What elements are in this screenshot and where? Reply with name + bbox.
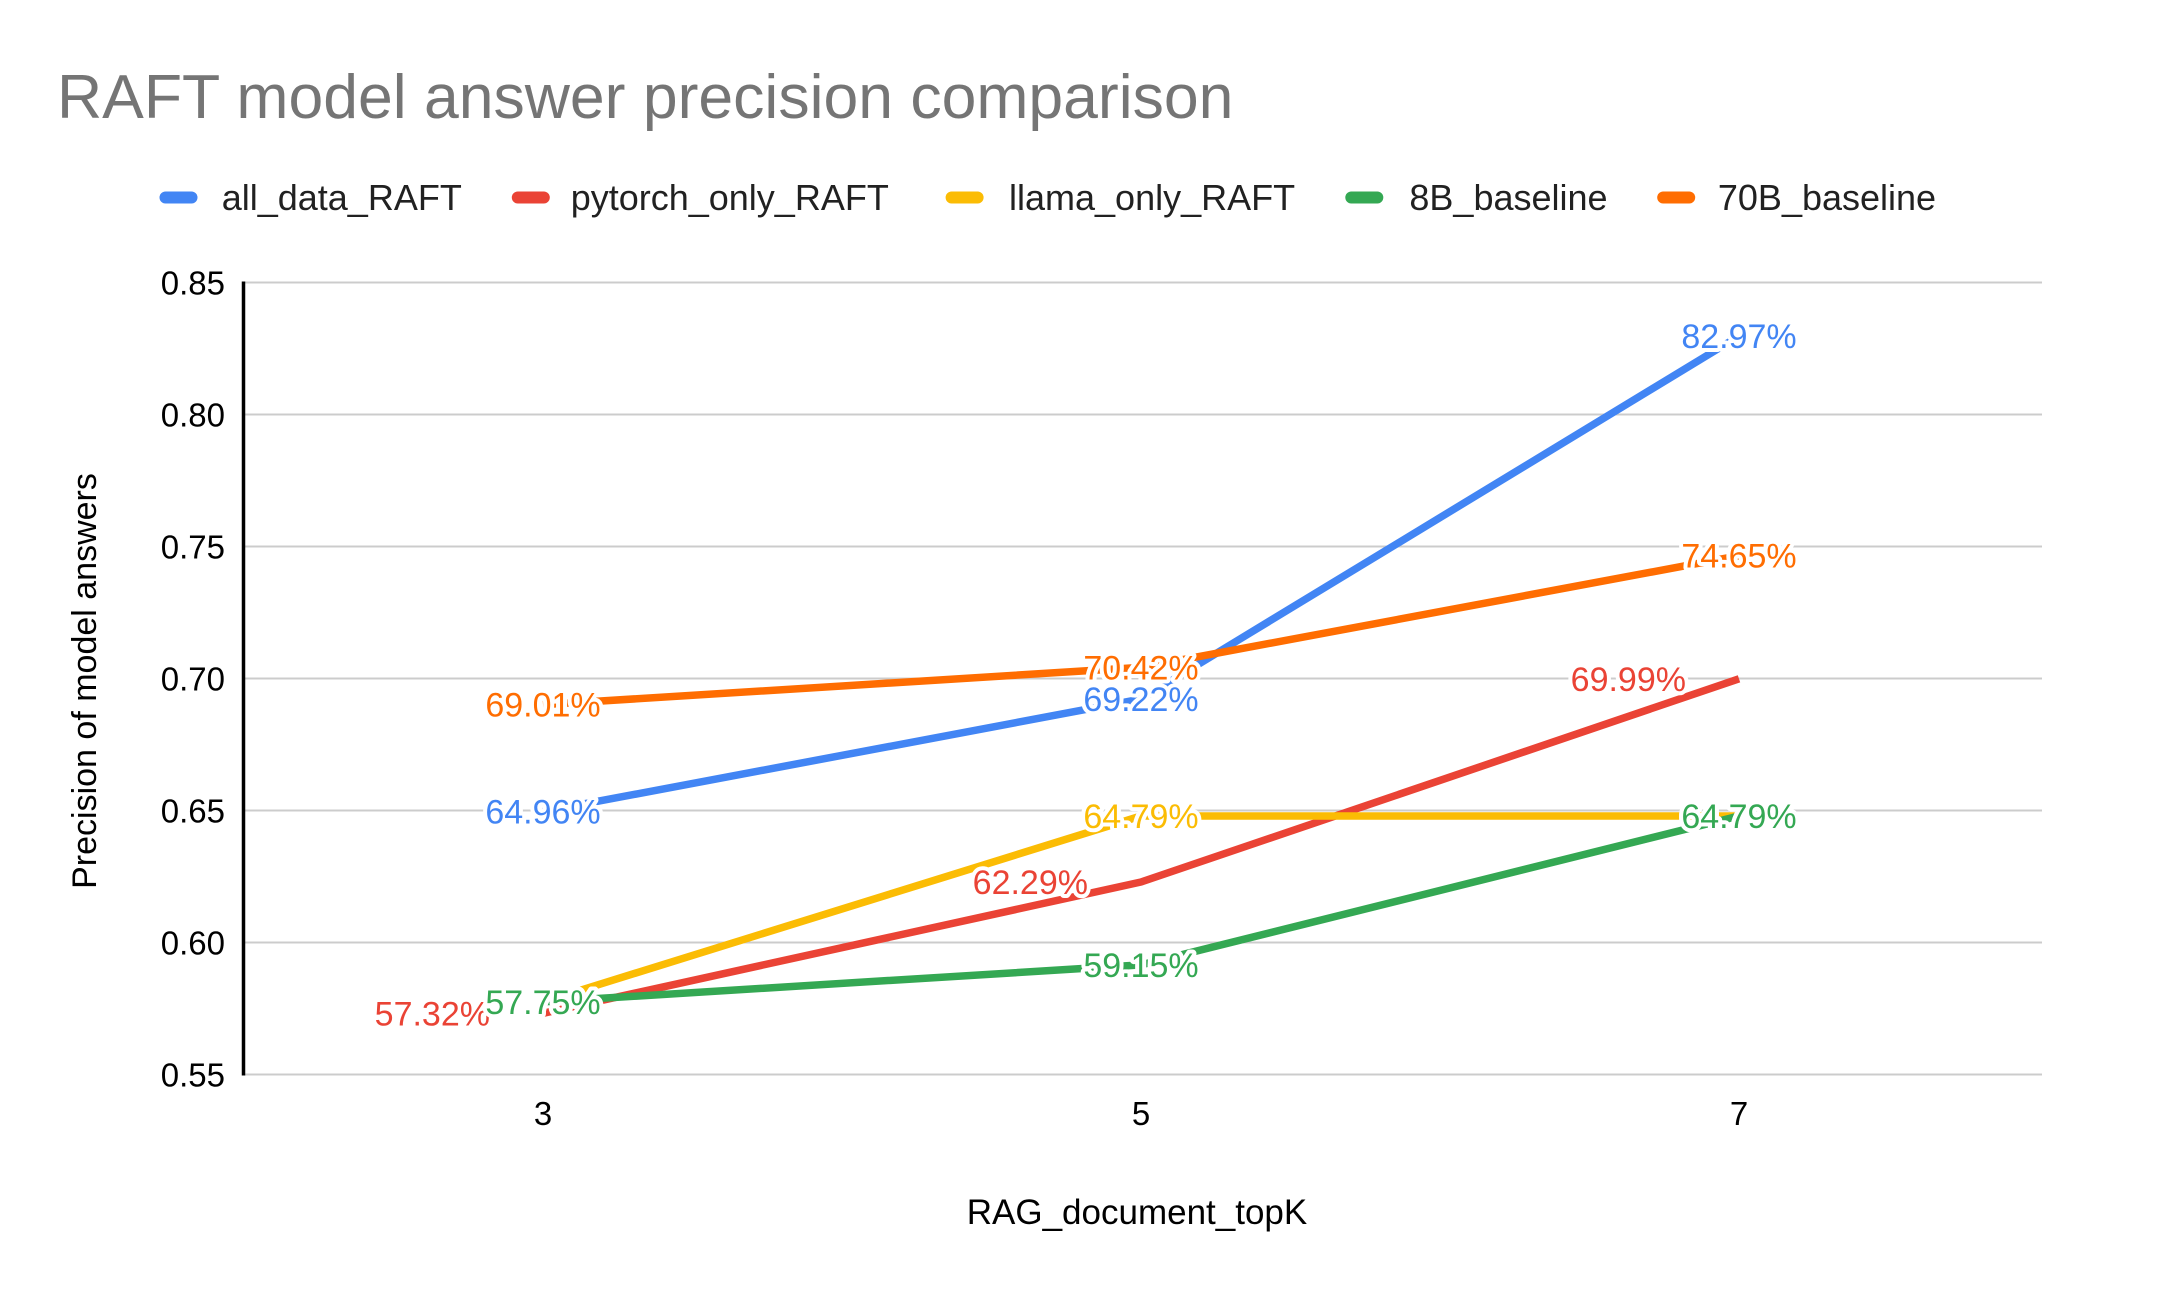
- svg-text:57.75%: 57.75%: [485, 984, 600, 1022]
- svg-text:62.29%: 62.29%: [973, 864, 1088, 902]
- svg-text:82.97%: 82.97%: [1681, 318, 1796, 356]
- svg-text:64.96%: 64.96%: [485, 794, 600, 832]
- svg-text:pytorch_only_RAFT: pytorch_only_RAFT: [571, 177, 889, 218]
- svg-text:0.65: 0.65: [161, 793, 225, 830]
- svg-text:0.70: 0.70: [161, 661, 225, 698]
- svg-text:RAG_document_topK: RAG_document_topK: [967, 1193, 1307, 1232]
- svg-text:0.55: 0.55: [161, 1057, 225, 1094]
- svg-text:Precision of model answers: Precision of model answers: [66, 473, 104, 889]
- svg-text:70.42%: 70.42%: [1083, 649, 1198, 687]
- svg-text:57.75%: 57.75%: [485, 984, 600, 1022]
- svg-text:all_data_RAFT: all_data_RAFT: [222, 177, 462, 218]
- svg-text:64.79%: 64.79%: [1681, 798, 1796, 836]
- svg-text:64.79%: 64.79%: [1083, 798, 1198, 836]
- svg-text:0.80: 0.80: [161, 397, 225, 434]
- svg-text:64.79%: 64.79%: [1681, 798, 1796, 836]
- svg-text:0.85: 0.85: [161, 265, 225, 302]
- svg-text:69.99%: 69.99%: [1571, 661, 1686, 699]
- svg-text:RAFT model answer precision co: RAFT model answer precision comparison: [57, 62, 1233, 132]
- svg-text:70B_baseline: 70B_baseline: [1718, 177, 1936, 218]
- svg-text:74.65%: 74.65%: [1681, 538, 1796, 576]
- svg-text:8B_baseline: 8B_baseline: [1409, 177, 1607, 218]
- svg-text:3: 3: [534, 1095, 552, 1132]
- svg-text:llama_only_RAFT: llama_only_RAFT: [1009, 177, 1295, 218]
- svg-text:69.22%: 69.22%: [1083, 681, 1198, 719]
- svg-text:0.60: 0.60: [161, 925, 225, 962]
- svg-text:0.75: 0.75: [161, 529, 225, 566]
- svg-text:7: 7: [1730, 1095, 1748, 1132]
- svg-text:69.01%: 69.01%: [485, 687, 600, 725]
- svg-text:59.15%: 59.15%: [1083, 947, 1198, 985]
- svg-text:5: 5: [1132, 1095, 1150, 1132]
- svg-text:57.32%: 57.32%: [375, 995, 490, 1033]
